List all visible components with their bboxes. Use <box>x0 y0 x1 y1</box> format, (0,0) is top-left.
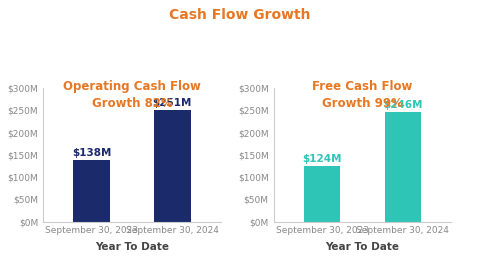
Text: $246M: $246M <box>383 100 422 110</box>
X-axis label: Year To Date: Year To Date <box>95 242 169 252</box>
Bar <box>384 112 421 222</box>
Text: Cash Flow Growth: Cash Flow Growth <box>169 8 311 22</box>
Text: $251M: $251M <box>153 98 192 108</box>
Text: Operating Cash Flow
Growth 82%: Operating Cash Flow Growth 82% <box>63 80 201 110</box>
X-axis label: Year To Date: Year To Date <box>325 242 399 252</box>
Bar <box>304 166 340 222</box>
Text: $124M: $124M <box>302 154 342 164</box>
Text: $138M: $138M <box>72 148 111 158</box>
Bar <box>154 110 191 222</box>
Bar <box>73 160 110 222</box>
Text: Free Cash Flow
Growth 99%: Free Cash Flow Growth 99% <box>312 80 413 110</box>
